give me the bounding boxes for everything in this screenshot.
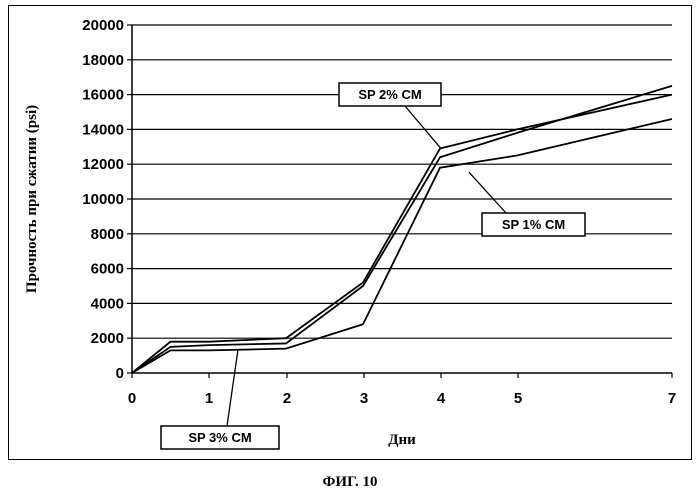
x-tick-label: 7 [668, 390, 676, 407]
y-tick-label: 12000 [82, 156, 124, 173]
y-tick-label: 14000 [82, 121, 124, 138]
callout-label: SP 1% CM [502, 217, 565, 232]
x-tick-label: 4 [437, 390, 446, 407]
y-tick-label: 0 [116, 365, 124, 382]
y-tick-label: 16000 [82, 87, 124, 104]
y-tick-label: 2000 [91, 330, 124, 347]
gridlines [132, 25, 672, 338]
x-tick-labels: 0 1 2 3 4 5 7 [128, 373, 676, 407]
callout-leader [469, 172, 506, 213]
y-tick-labels: 0 2000 4000 6000 8000 10000 12000 14000 16000 180… [82, 17, 124, 382]
y-tick-label: 6000 [91, 261, 124, 278]
y-tick-label: 18000 [82, 52, 124, 69]
x-tick-label: 1 [205, 390, 213, 407]
y-tick-label: 10000 [82, 191, 124, 208]
x-tick-label: 5 [514, 390, 522, 407]
callout-label: SP 3% CM [188, 430, 251, 445]
x-tick-label: 3 [360, 390, 368, 407]
series-line-1 [132, 119, 672, 373]
callout-leader [227, 350, 238, 426]
figure-caption: ФИГ. 10 [0, 474, 700, 491]
callout-label: SP 2% CM [358, 87, 421, 102]
x-tick-label: 0 [128, 390, 136, 407]
chart: 0 2000 4000 6000 8000 10000 12000 14000 16000 180… [9, 6, 693, 461]
y-tick-label: 8000 [91, 226, 124, 243]
y-tick-label: 20000 [82, 17, 124, 34]
x-axis-label: Дни [388, 432, 416, 448]
x-tick-label: 2 [283, 390, 291, 407]
y-tick-label: 4000 [91, 295, 124, 312]
y-axis-label: Прочность при сжатии (psi) [24, 105, 40, 293]
chart-frame: 0 2000 4000 6000 8000 10000 12000 14000 16000 180… [8, 5, 692, 460]
callout-leader [405, 106, 441, 149]
